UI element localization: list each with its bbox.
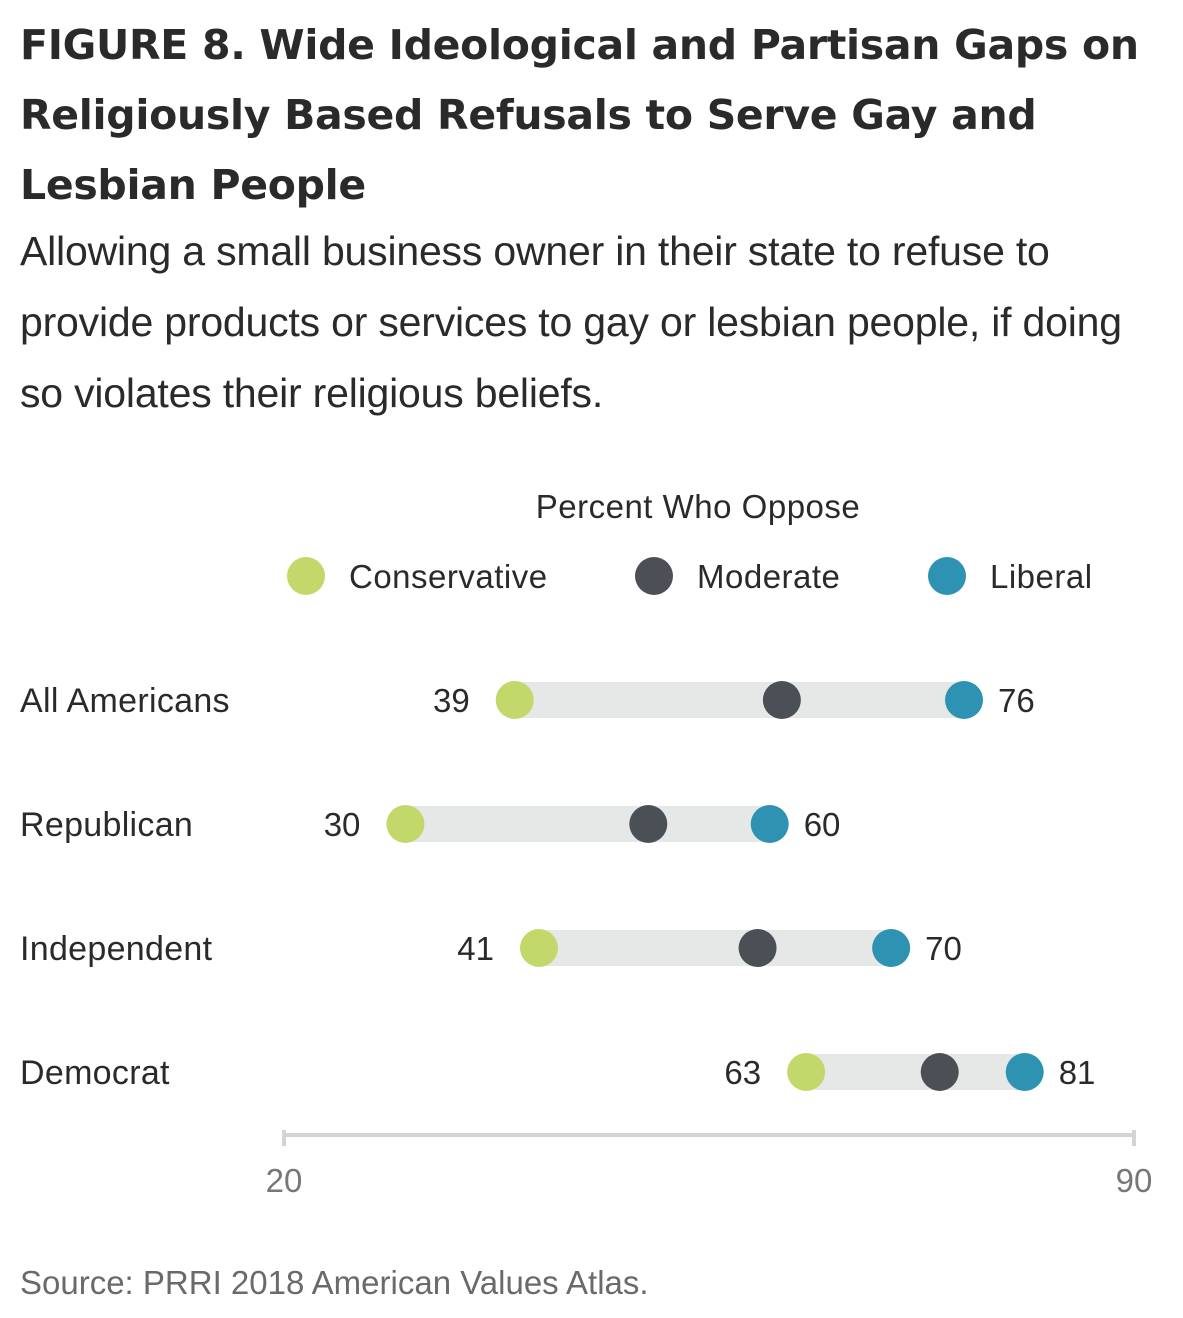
point-conservative bbox=[520, 929, 558, 967]
legend-marker-conservative bbox=[287, 557, 325, 595]
data-label-high: 81 bbox=[1059, 1054, 1096, 1091]
point-liberal bbox=[1005, 1053, 1044, 1091]
category-label: Democrat bbox=[20, 1054, 170, 1092]
range-track bbox=[806, 1054, 1025, 1090]
category-label: All Americans bbox=[20, 682, 230, 720]
legend-label-conservative: Conservative bbox=[349, 558, 548, 595]
point-moderate bbox=[629, 805, 668, 843]
data-label-high: 60 bbox=[804, 806, 841, 843]
legend: Conservative Moderate Liberal bbox=[287, 557, 1093, 595]
source-note: Source: PRRI 2018 American Values Atlas. bbox=[20, 1264, 649, 1301]
category-label: Independent bbox=[20, 930, 213, 968]
legend-label-moderate: Moderate bbox=[697, 558, 840, 595]
data-label-low: 30 bbox=[324, 806, 361, 843]
point-moderate bbox=[762, 681, 801, 719]
data-label-high: 76 bbox=[998, 682, 1035, 719]
range-track bbox=[405, 806, 770, 842]
legend-marker-moderate bbox=[635, 557, 673, 595]
point-moderate bbox=[920, 1053, 959, 1091]
point-liberal bbox=[750, 805, 789, 843]
point-moderate bbox=[738, 929, 777, 967]
chart-subtitle: Allowing a small business owner in their… bbox=[20, 228, 1122, 416]
point-liberal bbox=[945, 681, 983, 719]
category-label: Republican bbox=[20, 806, 193, 844]
x-axis: 20 90 bbox=[266, 1130, 1153, 1199]
tick-label: 20 bbox=[266, 1162, 303, 1199]
range-track bbox=[539, 930, 892, 966]
legend-label-liberal: Liberal bbox=[990, 558, 1093, 595]
tick-label: 90 bbox=[1116, 1162, 1153, 1199]
axis-title: Percent Who Oppose bbox=[536, 488, 861, 525]
legend-marker-liberal bbox=[928, 557, 966, 595]
point-liberal bbox=[872, 929, 911, 967]
data-label-high: 70 bbox=[925, 930, 962, 967]
chart-title: FIGURE 8. Wide Ideological and Partisan … bbox=[20, 21, 1139, 209]
point-conservative bbox=[386, 805, 425, 843]
data-label-low: 39 bbox=[433, 682, 470, 719]
point-conservative bbox=[495, 681, 534, 719]
chart-rows: All Americans 39 76 Republican 30 60 Independe… bbox=[20, 681, 1095, 1092]
range-track bbox=[514, 682, 964, 718]
data-label-low: 41 bbox=[457, 930, 494, 967]
data-label-low: 63 bbox=[724, 1054, 761, 1091]
point-conservative bbox=[787, 1053, 826, 1091]
